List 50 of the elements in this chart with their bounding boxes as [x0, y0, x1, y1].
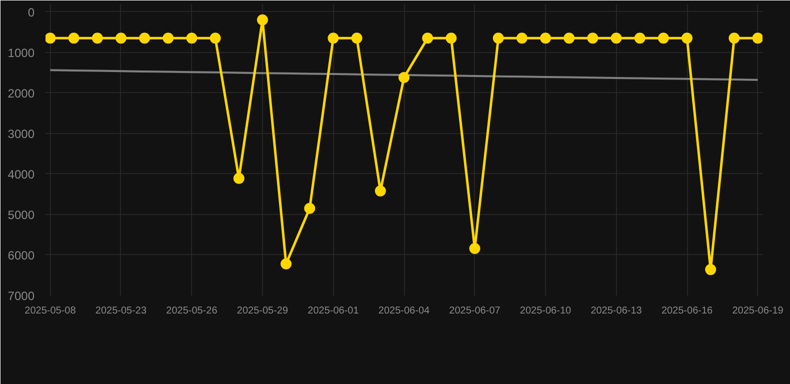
x-tick-label: 2025-06-19 — [732, 306, 784, 316]
y-tick-label: 7000 — [8, 289, 35, 303]
point — [351, 32, 362, 44]
point — [92, 32, 103, 44]
x-tick-label: 2025-05-26 — [166, 306, 218, 316]
point — [186, 32, 198, 44]
point — [728, 32, 740, 44]
point — [256, 14, 268, 26]
point — [328, 32, 339, 44]
point — [540, 32, 552, 44]
point — [564, 32, 575, 44]
x-tick-label: 2025-06-04 — [378, 306, 430, 316]
point — [46, 32, 56, 44]
x-tick-label: 2025-06-01 — [308, 306, 360, 316]
point — [68, 32, 80, 44]
point — [115, 32, 126, 44]
point — [610, 32, 622, 44]
x-tick-label: 2025-06-16 — [661, 306, 714, 316]
point — [304, 202, 316, 214]
y-tick-label: 5000 — [8, 208, 35, 222]
point — [587, 32, 598, 44]
x-tick-label: 2025-05-29 — [236, 306, 288, 316]
x-tick-label: 2025-06-13 — [590, 306, 642, 316]
point — [446, 32, 457, 44]
y-tick-label: 4000 — [8, 167, 35, 182]
point — [280, 258, 292, 270]
point — [469, 242, 480, 254]
y-tick-label: 0 — [28, 5, 35, 20]
point — [516, 32, 528, 44]
x-tick-label: 2025-05-23 — [95, 306, 147, 316]
x-tick-label: 2025-06-10 — [520, 306, 572, 316]
y-tick-label: 6000 — [8, 248, 35, 262]
point — [398, 72, 410, 83]
point — [139, 32, 150, 44]
point — [422, 32, 434, 44]
x-tick-label: 2025-06-07 — [449, 306, 501, 316]
point — [162, 32, 174, 44]
point — [492, 32, 504, 44]
point — [634, 32, 646, 44]
y-tick-label: 3000 — [8, 126, 35, 141]
y-tick-label: 2000 — [8, 86, 35, 100]
x-tick-label: 2025-05-08 — [24, 306, 76, 316]
point — [233, 172, 244, 184]
point — [752, 32, 762, 44]
point — [705, 264, 716, 276]
point — [374, 185, 386, 196]
point — [210, 32, 221, 44]
point — [658, 32, 669, 44]
y-tick-label: 1000 — [8, 46, 35, 60]
point — [682, 32, 693, 44]
